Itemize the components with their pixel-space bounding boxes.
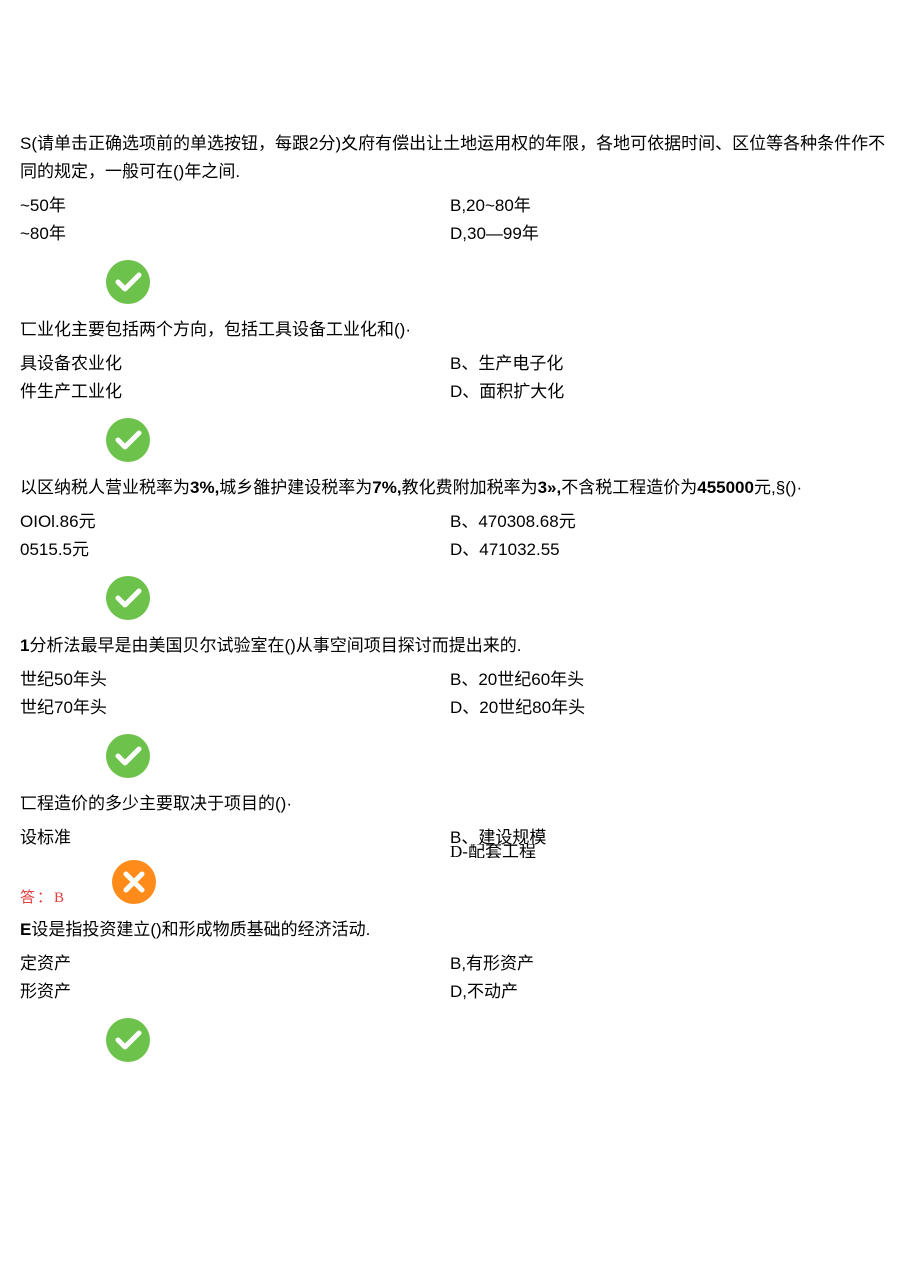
result-indicator [20,1006,900,1074]
result-indicator-wrong: 答：B [20,854,900,916]
stem-part-bold: 455000 [697,478,754,497]
question-stem: 匸业化主要包括两个方向，包括工具设备工业化和()· [20,316,900,344]
check-icon [106,576,150,620]
stem-part: 教化费附加税率为 [402,478,538,497]
options-row: 形资产 D,不动产 [20,978,900,1006]
question-q3: 以区纳税人营业税率为3%,城乡雒护建设税率为7%,教化费附加税率为3»,不含税工… [20,474,900,632]
cross-wrap [112,860,156,909]
options-row: 具设备农业化 B、生产电子化 [20,350,900,378]
question-stem: S(请单击正确选项前的单选按钮，每跟2分)夊府有偿出让土地运用权的年限，各地可依… [20,130,900,186]
check-icon [106,734,150,778]
result-indicator [20,722,900,790]
check-icon [106,260,150,304]
option-A[interactable]: OIOl.86元 [20,508,450,536]
option-D[interactable]: D、面积扩大化 [450,378,900,406]
stem-text: S [20,134,31,153]
stem-text: (请单击正确选项前的单选按钮，每跟2分)夊府有偿出让土地运用权的年限，各地可依据… [20,134,885,181]
options-row: 0515.5元 D、471032.55 [20,536,900,564]
question-q4: 1分析法最早是由美国贝尔试验室在()从事空间项目探讨而提出来的. 世纪50年头 … [20,632,900,790]
option-C[interactable]: 件生产工业化 [20,378,450,406]
option-B[interactable]: B,有形资产 [450,950,900,978]
options-row: 定资产 B,有形资产 [20,950,900,978]
question-stem: E设是指投资建立()和形成物质基础的经济活动. [20,916,900,944]
option-C[interactable]: ~80年 [20,220,450,248]
stem-part-bold: 3», [538,478,562,497]
stem-part: 不含税工程造价为 [561,478,697,497]
option-A[interactable]: 定资产 [20,950,450,978]
option-C[interactable]: 世纪70年头 [20,694,450,722]
question-stem: 匸程造价的多少主要取决于项目的()· [20,790,900,818]
option-C[interactable]: 形资产 [20,978,450,1006]
option-A[interactable]: 世纪50年头 [20,666,450,694]
result-indicator [20,248,900,316]
stem-part-bold: 3%, [190,478,219,497]
stem-part: 以区纳税人营业税率为 [20,478,190,497]
stem-part: 城乡雒护建设税率为 [219,478,372,497]
options-row: 世纪50年头 B、20世纪60年头 [20,666,900,694]
check-icon [106,418,150,462]
option-D[interactable]: D,30—99年 [450,220,900,248]
option-B[interactable]: B、470308.68元 [450,508,900,536]
stem-text: 匸业化主要包括两个方向，包括工具设备工业化和()· [20,320,411,339]
result-indicator [20,406,900,474]
options-row: OIOl.86元 B、470308.68元 [20,508,900,536]
question-stem: 以区纳税人营业税率为3%,城乡雒护建设税率为7%,教化费附加税率为3»,不含税工… [20,474,900,502]
stem-prefix: E [20,920,31,939]
option-D[interactable]: D,不动产 [450,978,900,1006]
option-D[interactable]: D、471032.55 [450,536,900,564]
check-icon [106,1018,150,1062]
options-row: ~50年 B,20~80年 [20,192,900,220]
question-stem: 1分析法最早是由美国贝尔试验室在()从事空间项目探讨而提出来的. [20,632,900,660]
question-q6: E设是指投资建立()和形成物质基础的经济活动. 定资产 B,有形资产 形资产 D… [20,916,900,1074]
stem-text: 分析法最早是由美国贝尔试验室在()从事空间项目探讨而提出来的. [29,636,521,655]
result-indicator [20,564,900,632]
options-row: 世纪70年头 D、20世纪80年头 [20,694,900,722]
option-B[interactable]: B、生产电子化 [450,350,900,378]
option-D[interactable]: D、20世纪80年头 [450,694,900,722]
cross-icon [112,860,156,904]
option-A[interactable]: ~50年 [20,192,450,220]
question-q1: S(请单击正确选项前的单选按钮，每跟2分)夊府有偿出让土地运用权的年限，各地可依… [20,130,900,316]
option-B[interactable]: B,20~80年 [450,192,900,220]
options-row: ~80年 D,30—99年 [20,220,900,248]
answer-label: 答：B [20,886,66,907]
option-A[interactable]: 设标准 [20,824,450,852]
options-row: 件生产工业化 D、面积扩大化 [20,378,900,406]
question-q5: 匸程造价的多少主要取决于项目的()· 设标准 B、建设规模 D-配套工程 答：B [20,790,900,916]
option-C[interactable]: 0515.5元 [20,536,450,564]
stem-part-bold: 7%, [372,478,401,497]
stem-text: 匸程造价的多少主要取决于项目的()· [20,794,292,813]
question-q2: 匸业化主要包括两个方向，包括工具设备工业化和()· 具设备农业化 B、生产电子化… [20,316,900,474]
option-A[interactable]: 具设备农业化 [20,350,450,378]
stem-text: 设是指投资建立()和形成物质基础的经济活动. [31,920,370,939]
stem-part: 元,§()· [754,478,802,497]
option-B[interactable]: B、20世纪60年头 [450,666,900,694]
